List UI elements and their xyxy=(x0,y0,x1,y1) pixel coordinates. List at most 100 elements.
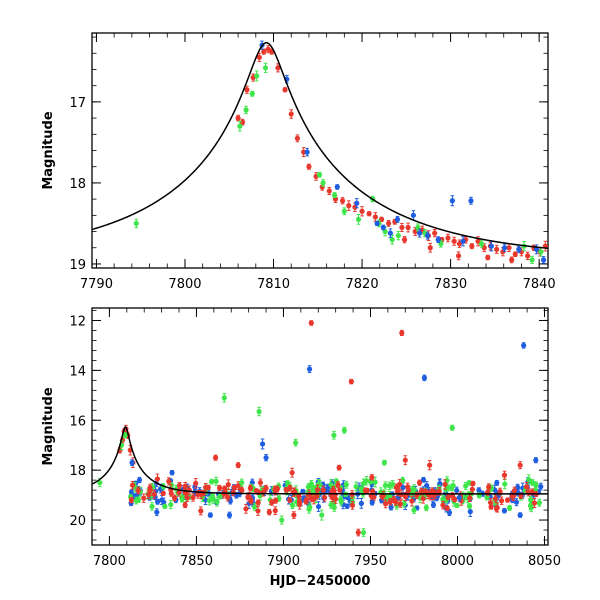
point-marker xyxy=(308,320,314,326)
point-marker xyxy=(169,470,175,476)
point-marker xyxy=(227,498,233,504)
data-point xyxy=(512,251,518,258)
point-marker xyxy=(344,503,350,509)
data-point xyxy=(336,464,342,471)
point-marker xyxy=(494,480,500,486)
point-marker xyxy=(254,73,260,79)
point-marker xyxy=(193,480,199,486)
point-marker xyxy=(133,220,139,227)
data-point xyxy=(405,222,411,233)
data-point xyxy=(409,495,415,507)
point-marker xyxy=(435,237,441,243)
y-tick-label: 17 xyxy=(69,96,86,111)
data-point xyxy=(533,457,539,464)
data-point xyxy=(355,213,362,225)
point-marker xyxy=(237,123,243,129)
data-point xyxy=(521,342,527,349)
point-marker xyxy=(400,477,406,483)
point-marker xyxy=(494,504,500,511)
point-marker xyxy=(354,200,360,206)
data-point xyxy=(386,481,393,490)
point-marker xyxy=(421,375,428,381)
point-marker xyxy=(397,501,403,507)
point-marker xyxy=(529,257,535,263)
point-marker xyxy=(468,198,474,204)
data-point xyxy=(362,487,369,494)
point-marker xyxy=(470,480,476,487)
point-marker xyxy=(346,203,352,209)
data-point xyxy=(454,502,460,509)
data-point xyxy=(288,109,294,119)
point-marker xyxy=(517,462,523,468)
data-point xyxy=(494,244,500,254)
model-curve xyxy=(92,42,548,250)
data-point xyxy=(279,515,285,525)
data-point xyxy=(440,500,446,510)
data-point xyxy=(306,163,312,170)
data-point xyxy=(492,494,499,503)
data-point xyxy=(444,505,450,511)
point-marker xyxy=(255,499,261,506)
data-point xyxy=(382,499,389,509)
point-marker xyxy=(359,208,365,214)
data-point xyxy=(235,114,241,122)
data-point xyxy=(171,494,178,502)
point-marker xyxy=(151,491,157,497)
data-point xyxy=(237,120,243,132)
point-marker xyxy=(274,486,280,492)
point-marker xyxy=(424,482,430,489)
point-marker xyxy=(446,509,453,516)
data-point xyxy=(154,508,160,517)
point-marker xyxy=(533,457,539,463)
x-tick-label: 7800 xyxy=(168,277,201,292)
data-point xyxy=(212,454,219,461)
data-point xyxy=(372,212,378,222)
data-point xyxy=(294,134,301,143)
point-marker xyxy=(525,253,531,259)
data-point xyxy=(424,231,431,240)
point-marker xyxy=(536,500,542,506)
data-point xyxy=(501,507,508,514)
point-marker xyxy=(427,245,433,251)
point-marker xyxy=(319,512,325,518)
point-marker xyxy=(256,54,262,60)
data-point xyxy=(358,498,364,509)
data-point xyxy=(417,228,423,238)
data-point xyxy=(257,478,264,487)
point-marker xyxy=(217,493,223,499)
point-marker xyxy=(314,493,320,499)
point-marker xyxy=(195,491,201,498)
data-point xyxy=(524,481,530,492)
point-marker xyxy=(484,494,490,500)
y-tick-label: 16 xyxy=(69,414,86,429)
data-point xyxy=(359,206,365,217)
point-marker xyxy=(128,497,134,503)
point-marker xyxy=(129,460,135,466)
data-point xyxy=(315,501,322,512)
point-marker xyxy=(320,487,326,493)
data-point xyxy=(466,503,473,509)
data-point xyxy=(235,462,241,469)
point-marker xyxy=(370,489,376,495)
point-marker xyxy=(397,481,403,488)
point-marker xyxy=(451,238,457,244)
data-point xyxy=(394,215,401,223)
point-marker xyxy=(198,508,204,514)
data-point xyxy=(151,489,157,499)
point-marker xyxy=(176,489,182,496)
point-marker xyxy=(417,230,423,236)
data-point xyxy=(463,481,469,491)
data-point xyxy=(198,506,204,516)
data-point xyxy=(476,487,482,494)
point-marker xyxy=(279,517,285,523)
data-point xyxy=(442,479,448,490)
data-point xyxy=(122,432,128,439)
data-point xyxy=(289,467,295,478)
data-point xyxy=(133,218,139,229)
point-marker xyxy=(440,502,446,508)
point-marker xyxy=(381,460,387,466)
data-point xyxy=(488,240,494,252)
point-marker xyxy=(501,508,508,514)
point-marker xyxy=(506,505,513,511)
point-marker xyxy=(306,164,312,170)
